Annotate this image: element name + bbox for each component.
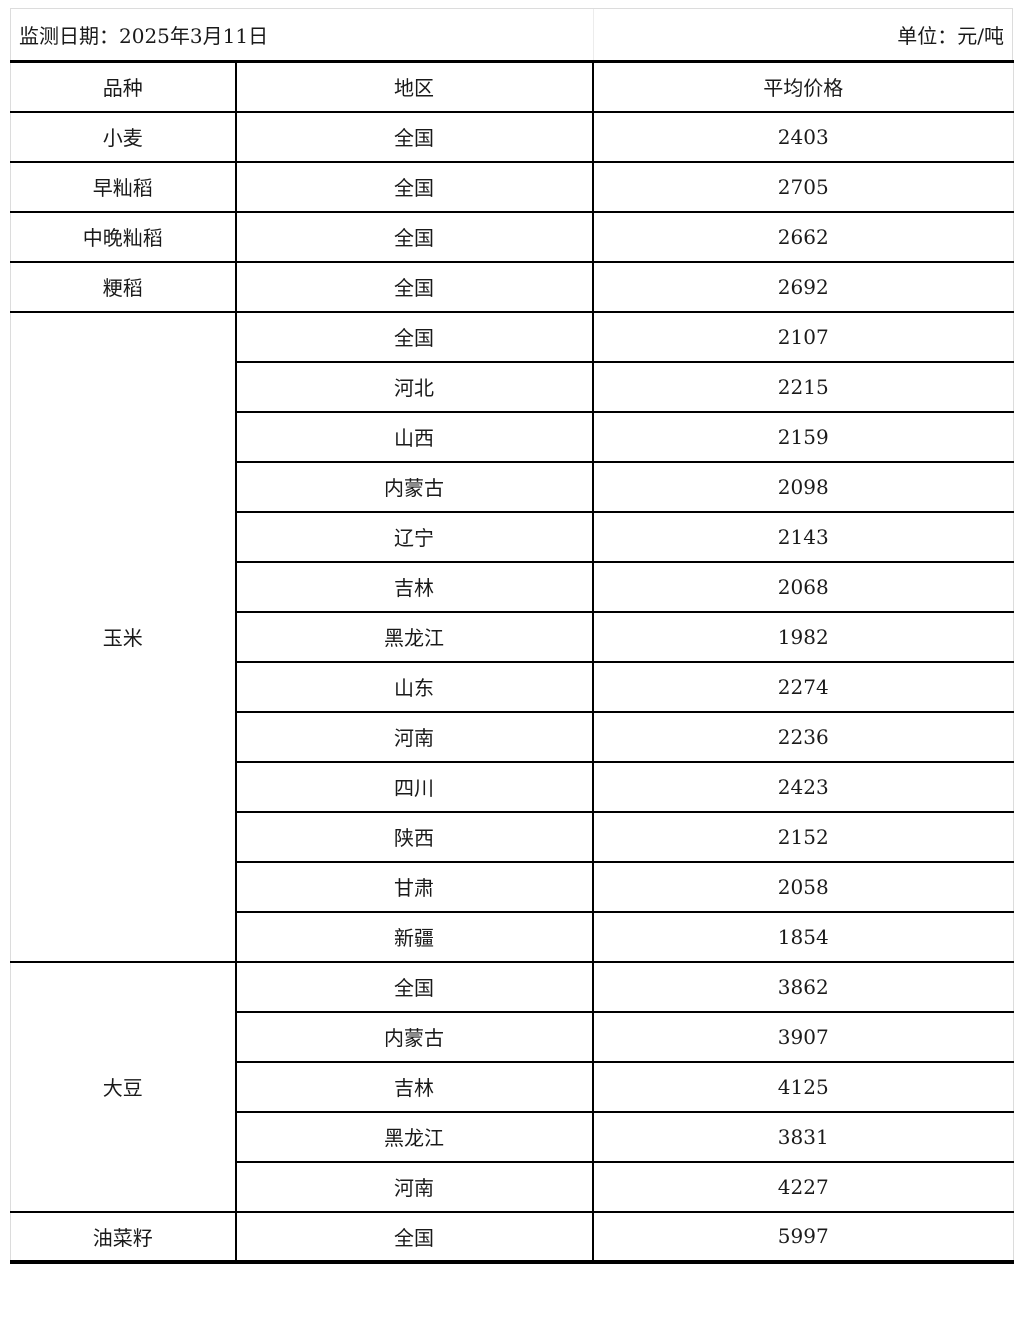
region-cell: 全国 (234, 160, 594, 213)
region-cell: 陕西 (235, 810, 594, 863)
column-header-price: 平均价格 (591, 60, 1014, 113)
price-cell: 3831 (591, 1110, 1014, 1163)
variety-cell: 玉米 (10, 310, 237, 963)
region-cell: 山东 (235, 660, 594, 713)
region-cell: 四川 (235, 760, 594, 813)
table-row: 玉米 全国 2107 (10, 310, 1014, 963)
table-row: 新疆 1854 (11, 910, 1014, 963)
region-cell: 山西 (235, 410, 594, 463)
price-cell: 2692 (591, 260, 1014, 313)
price-cell: 1854 (591, 910, 1014, 963)
table-row: 小麦 全国 2403 (10, 110, 1014, 163)
price-cell: 2058 (591, 860, 1014, 913)
variety-cell: 中晚籼稻 (10, 210, 237, 263)
price-cell: 2236 (591, 710, 1014, 763)
region-cell: 辽宁 (235, 510, 594, 563)
region-cell: 河南 (235, 1160, 594, 1213)
table-row: 河南 2236 (11, 710, 1014, 763)
table-row: 陕西 2152 (11, 810, 1014, 863)
region-cell: 内蒙古 (235, 1010, 594, 1063)
region-cell: 全国 (234, 960, 594, 1013)
info-row: 监测日期：2025年3月11日 单位：元/吨 (10, 8, 1013, 60)
price-cell: 4125 (591, 1060, 1014, 1113)
table-row: 吉林 4125 (11, 1060, 1014, 1113)
price-cell: 3907 (591, 1010, 1014, 1063)
region-cell: 内蒙古 (235, 460, 594, 513)
table-row: 吉林 2068 (11, 560, 1014, 613)
table-row: 中晚籼稻 全国 2662 (10, 210, 1014, 263)
price-cell: 2159 (591, 410, 1014, 463)
variety-cell: 大豆 (10, 960, 237, 1213)
region-cell: 全国 (234, 260, 594, 313)
table-row: 粳稻 全国 2692 (10, 260, 1014, 313)
table-row: 大豆 全国 3862 (10, 960, 1014, 1213)
variety-cell: 油菜籽 (10, 1210, 237, 1264)
region-cell: 全国 (234, 110, 594, 163)
region-cell: 吉林 (235, 560, 594, 613)
variety-cell: 粳稻 (10, 260, 237, 313)
price-cell: 2068 (591, 560, 1014, 613)
table-row: 油菜籽 全国 5997 (10, 1210, 1014, 1264)
price-cell: 2143 (591, 510, 1014, 563)
region-cell: 新疆 (235, 910, 594, 963)
price-cell: 2423 (591, 760, 1014, 813)
monitor-date-label: 监测日期：2025年3月11日 (19, 24, 269, 48)
price-cell: 5997 (591, 1210, 1014, 1264)
region-cell: 黑龙江 (235, 1110, 594, 1163)
price-cell: 2662 (591, 210, 1014, 263)
price-cell: 2274 (591, 660, 1014, 713)
region-cell: 甘肃 (235, 860, 594, 913)
column-header-variety: 品种 (10, 60, 237, 113)
header-row: 品种 地区 平均价格 (10, 60, 1014, 113)
region-cell: 黑龙江 (235, 610, 594, 663)
table-row: 早籼稻 全国 2705 (10, 160, 1014, 213)
price-cell: 2152 (591, 810, 1014, 863)
unit-label: 单位：元/吨 (593, 9, 1012, 60)
region-cell: 河北 (235, 360, 594, 413)
price-table: 品种 地区 平均价格 小麦 全国 2403 早籼稻 全国 2705 中晚籼稻 全国 2662 粳稻… (10, 60, 1014, 1264)
variety-cell: 小麦 (10, 110, 237, 163)
table-row: 甘肃 2058 (11, 860, 1014, 913)
price-cell: 2705 (591, 160, 1014, 213)
table-row: 内蒙古 3907 (11, 1010, 1014, 1063)
variety-cell: 早籼稻 (10, 160, 237, 213)
price-sheet: 监测日期：2025年3月11日 单位：元/吨 品种 地区 平均价格 小麦 全国 24… (10, 8, 1014, 1264)
region-cell: 全国 (234, 310, 594, 363)
table-row: 四川 2423 (11, 760, 1014, 813)
table-row: 河北 2215 (11, 360, 1014, 413)
price-cell: 2098 (591, 460, 1014, 513)
price-cell: 2107 (591, 310, 1014, 363)
table-row: 河南 4227 (11, 1160, 1014, 1213)
table-row: 黑龙江 3831 (11, 1110, 1014, 1163)
price-cell: 4227 (591, 1160, 1014, 1213)
table-row: 内蒙古 2098 (11, 460, 1014, 513)
price-cell: 3862 (591, 960, 1014, 1013)
region-cell: 吉林 (235, 1060, 594, 1113)
table-row: 山东 2274 (11, 660, 1014, 713)
table-row: 山西 2159 (11, 410, 1014, 463)
region-cell: 河南 (235, 710, 594, 763)
table-row: 黑龙江 1982 (11, 610, 1014, 663)
column-header-region: 地区 (234, 60, 594, 113)
price-cell: 1982 (591, 610, 1014, 663)
table-row: 辽宁 2143 (11, 510, 1014, 563)
region-cell: 全国 (234, 1210, 594, 1264)
region-cell: 全国 (234, 210, 594, 263)
price-cell: 2215 (591, 360, 1014, 413)
price-cell: 2403 (591, 110, 1014, 163)
